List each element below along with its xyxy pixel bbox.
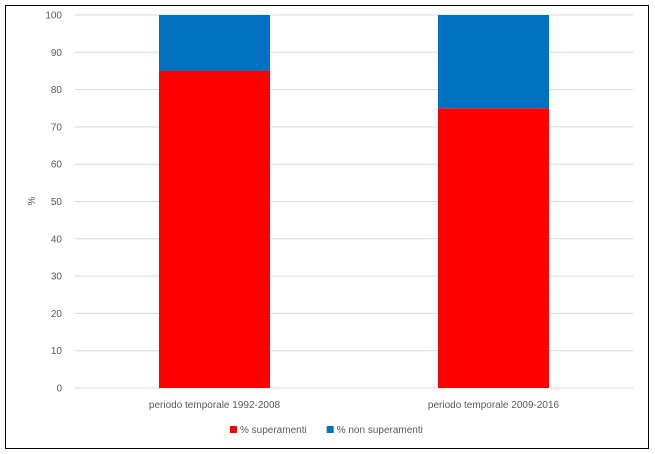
x-tick-label: periodo temporale 1992-2008 (149, 400, 281, 411)
y-tick-label: 60 (51, 160, 63, 171)
bar-segment (159, 15, 270, 71)
y-tick-label: 10 (51, 346, 63, 357)
y-tick-label: 0 (56, 384, 62, 395)
y-tick-label: 30 (51, 272, 63, 283)
y-tick-label: 80 (51, 85, 63, 96)
y-tick-label: 20 (51, 309, 63, 320)
y-tick-label: 100 (45, 11, 62, 22)
legend-swatch (230, 426, 237, 433)
y-tick-label: 50 (51, 197, 63, 208)
y-tick-label: 70 (51, 122, 63, 133)
y-tick-label: 40 (51, 234, 63, 245)
bar-segment (438, 15, 549, 109)
bar-segment (159, 70, 270, 388)
bar-segment (438, 108, 549, 388)
chart-border (5, 5, 649, 449)
legend-label: % superamenti (240, 425, 307, 436)
y-tick-label: 90 (51, 48, 63, 59)
y-axis-label: % (27, 196, 38, 205)
legend-label: % non superamenti (337, 425, 423, 436)
x-tick-label: periodo temporale 2009-2016 (428, 400, 560, 411)
legend-swatch (326, 426, 334, 433)
